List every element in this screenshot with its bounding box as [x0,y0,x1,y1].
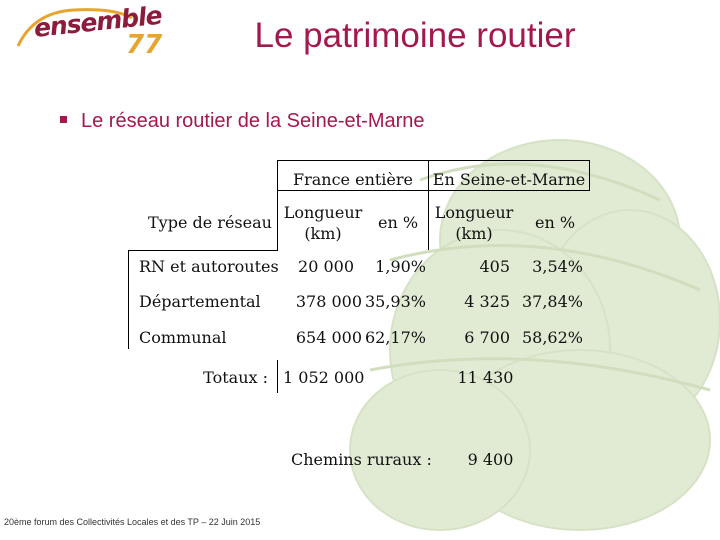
totals-france-km: 1 052 000 [283,368,365,387]
row-seine-km: 405 [479,257,510,276]
row-seine-pct: 58,62% [521,328,583,347]
bullet-item: Le réseau routier de la Seine-et-Marne [60,110,425,133]
header-pct-france: en % [377,213,419,232]
logo-number: 77 [126,30,163,60]
header-type-reseau: Type de réseau [148,213,272,232]
totals-seine-km: 11 430 [457,368,514,387]
rural-roads-label: Chemins ruraux : [291,450,432,469]
table-line [277,360,278,393]
row-france-km: 20 000 [298,257,354,276]
table-line [277,160,590,161]
row-seine-pct: 37,84% [521,292,583,311]
header-length-france-2: (km) [304,224,342,243]
table-line [428,190,429,250]
header-france: France entière [292,170,413,189]
table-line [128,250,129,349]
table-line [277,160,278,190]
header-length-france-1: Longueur [283,203,363,222]
row-type: RN et autoroutes [139,257,279,276]
table-line [277,190,278,250]
table-line [277,190,590,191]
footer-text: 20ème forum des Collectivités Locales et… [4,517,261,527]
totals-label: Totaux : [203,368,268,387]
row-type: Départemental [139,292,261,311]
row-france-km: 654 000 [295,328,362,347]
header-pct-seine: en % [534,213,576,232]
header-length-seine-2: (km) [455,224,493,243]
table-line [589,160,590,190]
row-seine-km: 4 325 [464,292,510,311]
row-france-km: 378 000 [295,292,362,311]
table-line [128,250,278,251]
row-france-pct: 62,17% [364,328,426,347]
table-line [428,160,429,190]
page-title: Le patrimoine routier [254,16,576,55]
row-france-pct: 1,90% [375,257,426,276]
row-seine-pct: 3,54% [532,257,583,276]
bullet-square-icon [60,116,67,124]
ensemble77-logo: ensemble 77 [14,1,163,66]
rural-roads-seine-km: 9 400 [467,450,514,469]
background-illustration [349,139,720,531]
row-seine-km: 6 700 [464,328,510,347]
row-france-pct: 35,93% [364,292,426,311]
row-type: Communal [139,328,227,347]
bullet-text: Le réseau routier de la Seine-et-Marne [81,110,425,132]
header-length-seine-1: Longueur [434,203,514,222]
header-seine-et-marne: En Seine-et-Marne [432,170,586,189]
